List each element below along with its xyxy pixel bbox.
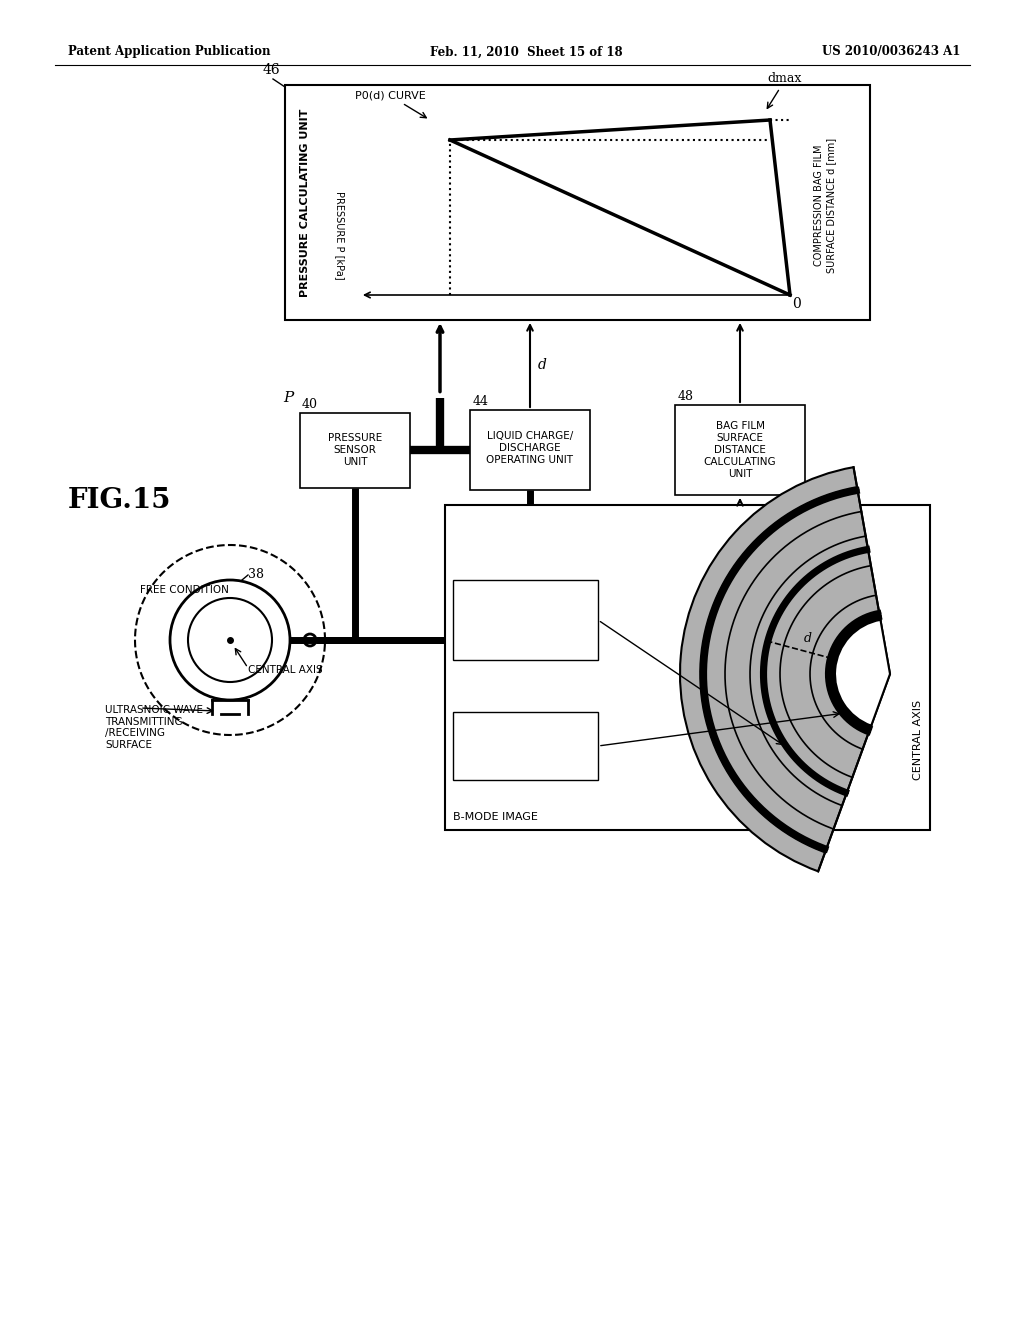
Text: Feb. 11, 2010  Sheet 15 of 18: Feb. 11, 2010 Sheet 15 of 18: [430, 45, 623, 58]
Text: PRESSURE CALCULATING UNIT: PRESSURE CALCULATING UNIT: [300, 108, 310, 297]
Bar: [453, 711, 598, 780]
Text: CENTRAL AXIS: CENTRAL AXIS: [913, 700, 923, 780]
Bar: [300, 412, 410, 487]
Wedge shape: [835, 620, 890, 726]
Text: UNIT: UNIT: [343, 457, 368, 467]
Text: 38: 38: [248, 569, 264, 582]
Text: THE PRESSURE: THE PRESSURE: [488, 611, 562, 620]
Text: SURFACE: SURFACE: [717, 433, 764, 444]
Text: FREE CONDITION: FREE CONDITION: [140, 585, 229, 595]
Text: PRESSURE: PRESSURE: [328, 433, 382, 444]
Text: DISTANCE: DISTANCE: [714, 445, 766, 455]
Text: SENSOR: SENSOR: [334, 445, 377, 455]
Bar: [285, 84, 870, 319]
Wedge shape: [680, 467, 890, 871]
Text: Patent Application Publication: Patent Application Publication: [68, 45, 270, 58]
Text: P: P: [283, 391, 293, 404]
Text: ULTRASNOIC WAVE
TRANSMITTING
/RECEIVING
SURFACE: ULTRASNOIC WAVE TRANSMITTING /RECEIVING …: [105, 705, 203, 750]
Text: CALCULATING: CALCULATING: [703, 457, 776, 467]
Bar: [470, 411, 590, 490]
Text: CENTRAL AXIS: CENTRAL AXIS: [248, 665, 323, 675]
Text: 48: 48: [678, 389, 694, 403]
Text: MULTIPLE ECHO SIGNALS OF: MULTIPLE ECHO SIGNALS OF: [456, 591, 595, 601]
Text: 46: 46: [262, 63, 280, 77]
Bar: [675, 405, 805, 495]
Text: d: d: [538, 358, 547, 372]
Text: PRESSURE P [kPa]: PRESSURE P [kPa]: [335, 191, 345, 280]
Text: DISCHARGE: DISCHARGE: [499, 444, 561, 453]
Text: BAG BORDER: BAG BORDER: [490, 756, 560, 766]
Text: BAG FILM: BAG FILM: [716, 421, 765, 432]
Text: dmax: dmax: [768, 73, 802, 84]
Text: BAG BORDER: BAG BORDER: [493, 632, 558, 643]
Bar: [453, 579, 598, 660]
Text: 44: 44: [473, 395, 489, 408]
Bar: [445, 506, 930, 830]
Text: LIQUID CHARGE/: LIQUID CHARGE/: [486, 432, 573, 441]
Text: ECHO SIGNAL OF: ECHO SIGNAL OF: [481, 726, 570, 737]
Text: THE PRESSURE: THE PRESSURE: [486, 741, 564, 751]
Text: 40: 40: [302, 397, 318, 411]
Text: OPERATING UNIT: OPERATING UNIT: [486, 455, 573, 465]
Text: B-MODE IMAGE: B-MODE IMAGE: [453, 812, 538, 822]
Text: US 2010/0036243 A1: US 2010/0036243 A1: [821, 45, 961, 58]
Text: d: d: [804, 632, 812, 644]
Text: COMPRESSION BAG FILM
SURFACE DISTANCE d [mm]: COMPRESSION BAG FILM SURFACE DISTANCE d …: [814, 137, 836, 272]
Text: P0(d) CURVE: P0(d) CURVE: [354, 90, 425, 100]
Text: UNIT: UNIT: [728, 469, 753, 479]
Text: FIG.15: FIG.15: [68, 487, 171, 513]
Text: 0: 0: [792, 297, 801, 312]
